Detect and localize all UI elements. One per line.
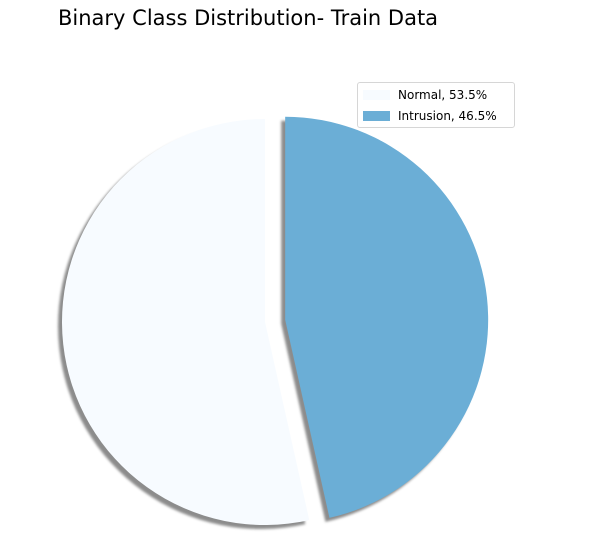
legend: Normal, 53.5% Intrusion, 46.5% [357, 82, 515, 128]
pie-slices [61, 116, 489, 525]
pie-slice-intrusion [285, 116, 489, 518]
legend-label-intrusion: Intrusion, 46.5% [398, 109, 497, 123]
legend-item-intrusion: Intrusion, 46.5% [363, 107, 497, 125]
pie-slice-normal [61, 119, 310, 525]
chart-title: Binary Class Distribution- Train Data [58, 6, 439, 30]
legend-swatch-normal [363, 90, 390, 100]
legend-label-normal: Normal, 53.5% [398, 88, 488, 102]
legend-item-normal: Normal, 53.5% [363, 86, 487, 104]
legend-swatch-intrusion [363, 111, 390, 121]
